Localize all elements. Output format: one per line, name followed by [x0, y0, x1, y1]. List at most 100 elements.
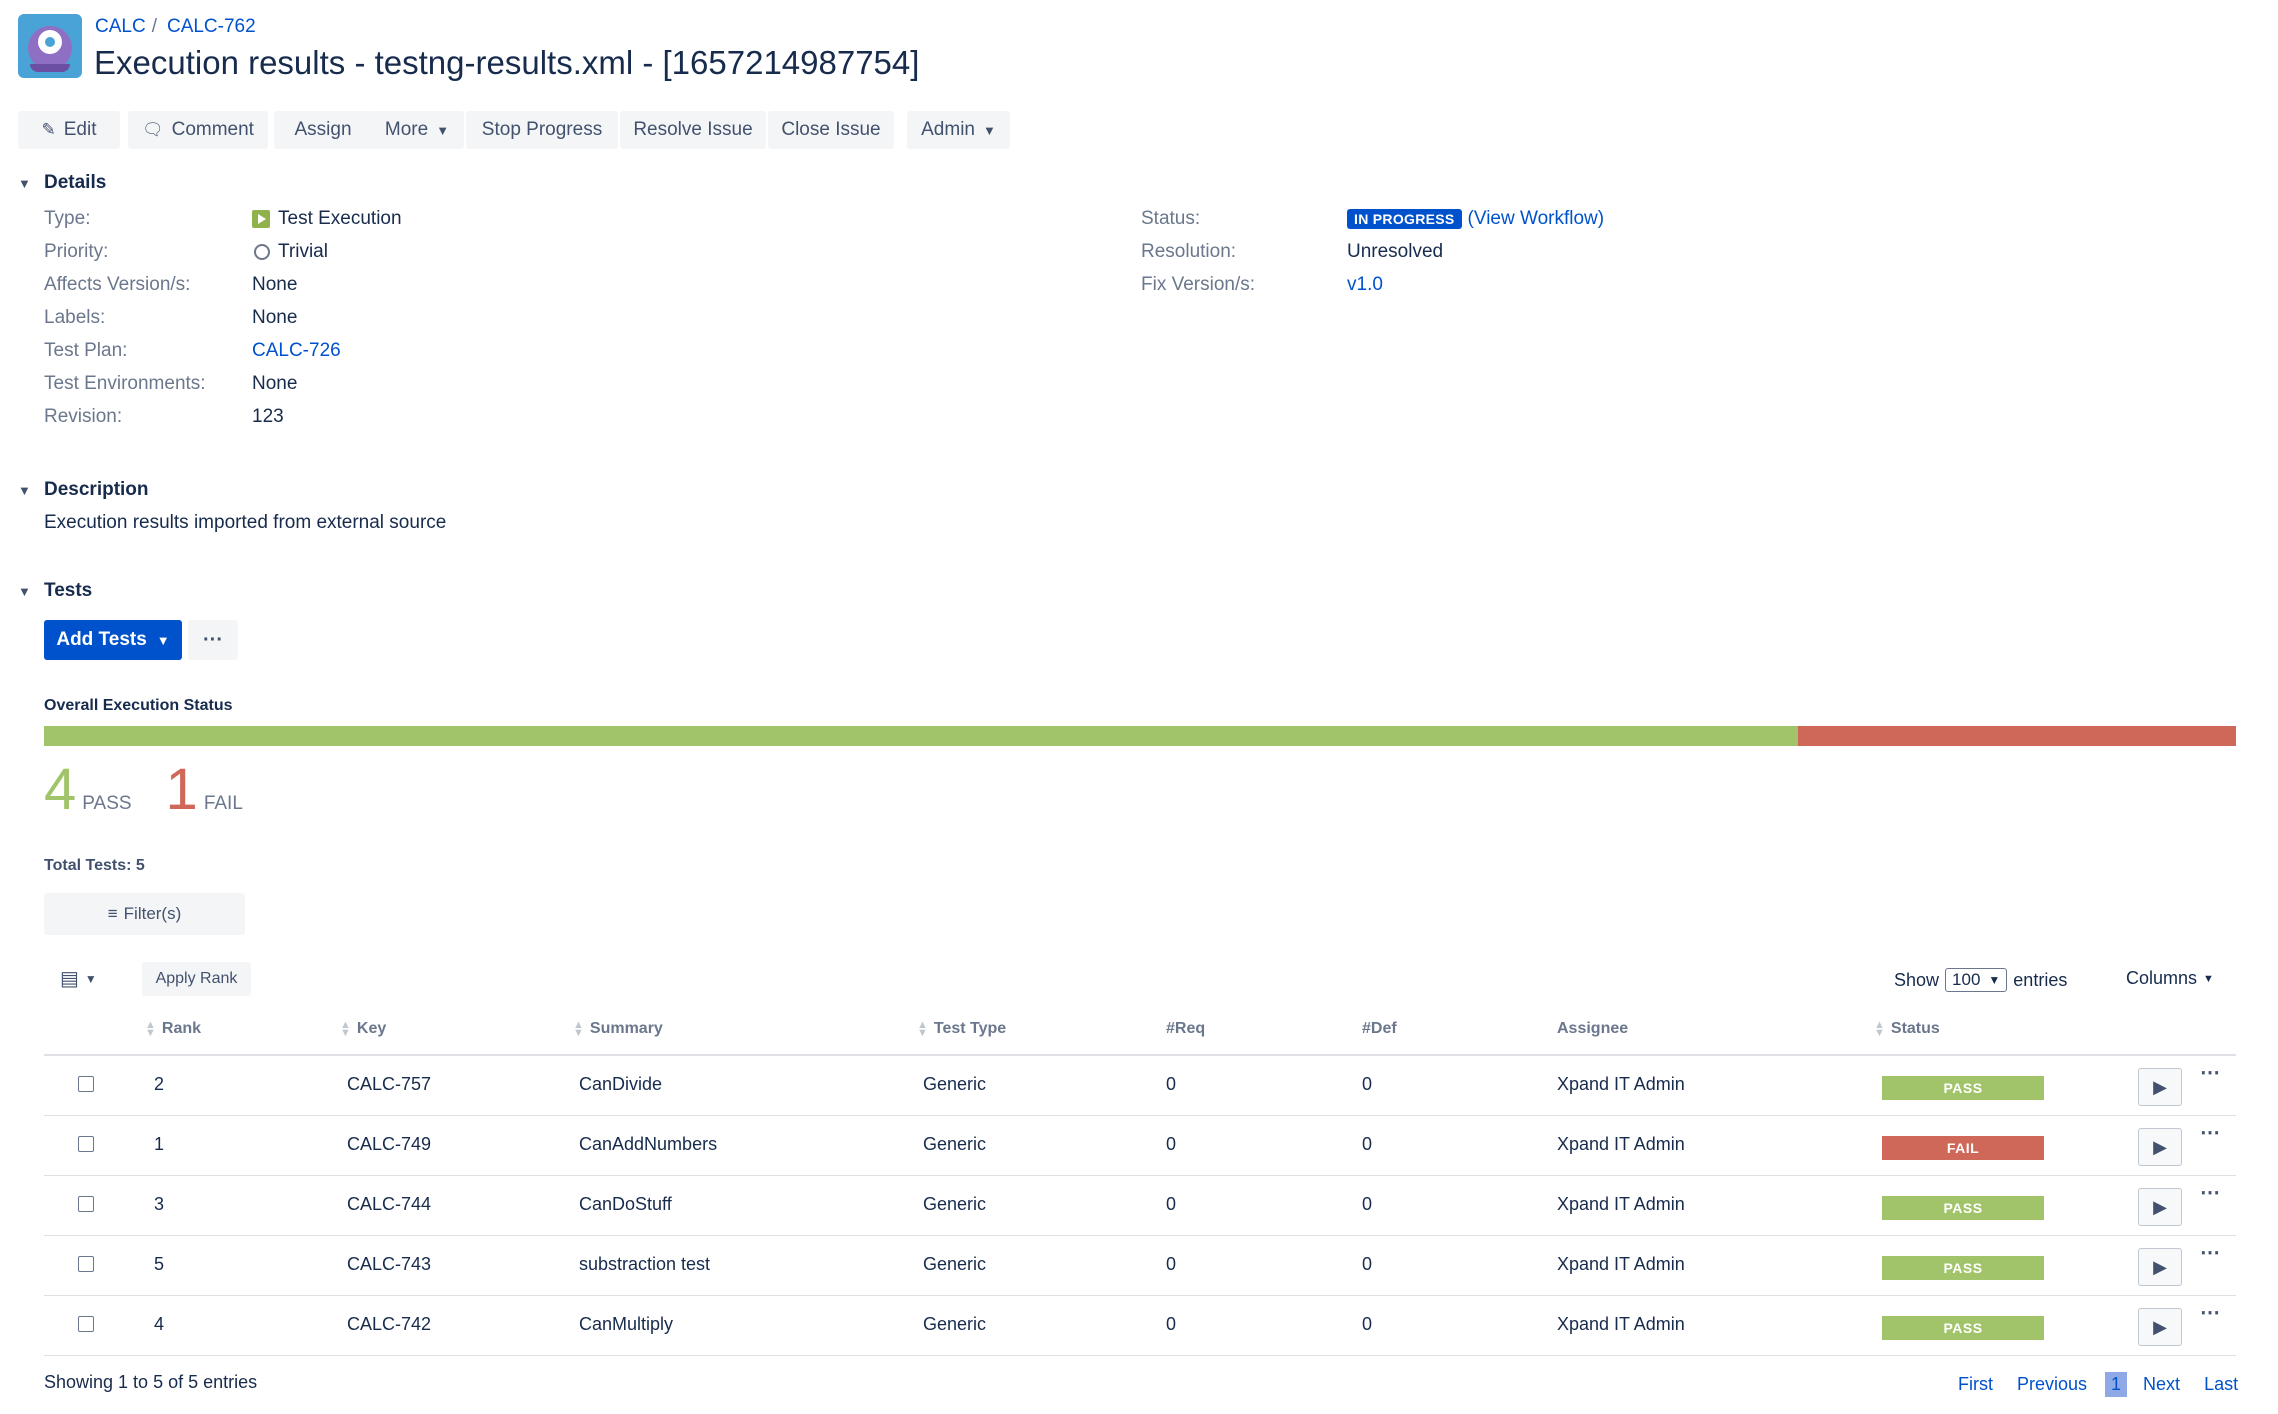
description-section-header[interactable]: ▼ Description: [18, 479, 149, 501]
pager-first[interactable]: First: [1958, 1374, 1993, 1394]
close-issue-button[interactable]: Close Issue: [768, 111, 894, 149]
cell-assignee-link[interactable]: Xpand IT Admin: [1557, 1314, 1685, 1334]
column-picker-button[interactable]: ▤ ▼: [60, 966, 97, 991]
detail-label: Priority:: [44, 241, 109, 262]
tests-more-button[interactable]: ···: [188, 620, 238, 660]
pager-previous[interactable]: Previous: [2017, 1374, 2088, 1394]
cell-rank: 1: [154, 1134, 165, 1154]
row-checkbox[interactable]: [78, 1256, 94, 1272]
cell-summary-link[interactable]: CanDoStuff: [579, 1194, 672, 1214]
breadcrumb-issue-link[interactable]: CALC-762: [166, 16, 256, 37]
details-section-header[interactable]: ▼ Details: [18, 172, 106, 194]
header-assignee[interactable]: Assignee: [1557, 1020, 1629, 1037]
cell-req: 0: [1166, 1254, 1177, 1274]
sort-icon: ▲ ▼: [145, 1019, 156, 1039]
header-summary[interactable]: ▲ ▼ Summary: [573, 1020, 663, 1039]
cell-assignee-link[interactable]: Xpand IT Admin: [1557, 1254, 1685, 1274]
cell-key-link[interactable]: CALC-744: [347, 1194, 432, 1214]
row-checkbox[interactable]: [78, 1316, 94, 1332]
cell-key-link[interactable]: CALC-749: [347, 1134, 432, 1154]
test-plan-link[interactable]: CALC-726: [252, 340, 341, 361]
cell-key-link[interactable]: CALC-742: [347, 1314, 432, 1334]
row-checkbox[interactable]: [78, 1076, 94, 1092]
sort-icon: ▲ ▼: [1874, 1019, 1885, 1039]
more-button[interactable]: More ▼: [370, 111, 464, 149]
header-def[interactable]: #Def: [1362, 1020, 1397, 1037]
columns-menu-button[interactable]: Columns ▼: [2126, 968, 2214, 989]
header-key[interactable]: ▲ ▼ Key: [340, 1020, 386, 1039]
row-checkbox[interactable]: [78, 1136, 94, 1152]
detail-label: Revision:: [44, 406, 123, 427]
assign-button[interactable]: Assign: [274, 111, 372, 149]
tests-section-header[interactable]: ▼ Tests: [18, 580, 92, 602]
cell-assignee-link[interactable]: Xpand IT Admin: [1557, 1194, 1685, 1214]
detail-label: Type:: [44, 208, 91, 229]
play-icon[interactable]: ▶: [2138, 1248, 2182, 1286]
project-avatar-icon[interactable]: [18, 14, 82, 78]
status-badge: PASS: [1882, 1316, 2044, 1340]
row-checkbox[interactable]: [78, 1196, 94, 1212]
cell-assignee-link[interactable]: Xpand IT Admin: [1557, 1074, 1685, 1094]
entries-select[interactable]: 100 ▼: [1945, 968, 2008, 992]
description-text: Execution results imported from external…: [44, 512, 447, 533]
cell-req: 0: [1166, 1074, 1177, 1094]
add-tests-button[interactable]: Add Tests ▼: [44, 620, 182, 660]
header-status[interactable]: ▲ ▼ Status: [1874, 1019, 1940, 1039]
admin-button[interactable]: Admin ▼: [907, 111, 1010, 149]
description-heading: Description: [44, 479, 149, 500]
view-workflow-link[interactable]: View Workflow: [1473, 208, 1598, 229]
comment-button[interactable]: 🗨 Comment: [128, 111, 268, 149]
breadcrumb-project-link[interactable]: CALC: [95, 16, 146, 37]
cell-test-type: Generic: [923, 1254, 987, 1274]
cell-key-link[interactable]: CALC-743: [347, 1254, 432, 1274]
edit-button[interactable]: ✎ Edit: [18, 111, 120, 149]
row-more-icon[interactable]: ⋯: [2200, 1122, 2221, 1144]
detail-value: Trivial: [254, 241, 328, 263]
chevron-down-icon: ▼: [436, 122, 450, 138]
cell-key-link[interactable]: CALC-757: [347, 1074, 432, 1094]
total-tests: Total Tests: 5: [44, 857, 145, 874]
play-icon[interactable]: ▶: [2138, 1128, 2182, 1166]
cell-def: 0: [1362, 1194, 1373, 1214]
stop-progress-button[interactable]: Stop Progress: [466, 111, 618, 149]
chevron-down-icon: ▼: [84, 971, 97, 986]
header-req[interactable]: #Req: [1166, 1020, 1206, 1037]
priority-value: Trivial: [278, 241, 328, 262]
apply-rank-button[interactable]: Apply Rank: [142, 962, 251, 996]
header-label: Summary: [589, 1020, 663, 1037]
pager-next[interactable]: Next: [2143, 1374, 2181, 1394]
row-more-icon[interactable]: ⋯: [2200, 1242, 2221, 1264]
detail-label: Status:: [1141, 208, 1201, 229]
header-rank[interactable]: ▲ ▼ Rank: [145, 1019, 201, 1039]
chevron-down-icon: ▼: [18, 175, 31, 191]
pager-current[interactable]: 1: [2105, 1372, 2128, 1397]
row-more-icon[interactable]: ⋯: [2200, 1182, 2221, 1204]
fix-version-link[interactable]: v1.0: [1347, 274, 1383, 295]
cell-rank: 4: [154, 1314, 165, 1334]
row-more-icon[interactable]: ⋯: [2200, 1062, 2221, 1084]
columns-label: Columns: [2126, 968, 2198, 988]
play-icon[interactable]: ▶: [2138, 1068, 2182, 1106]
filters-button[interactable]: ≡ Filter(s): [44, 893, 245, 935]
play-icon[interactable]: ▶: [2138, 1188, 2182, 1226]
cell-rank: 2: [154, 1074, 165, 1094]
play-icon[interactable]: ▶: [2138, 1308, 2182, 1346]
chevron-down-icon: ▼: [156, 632, 170, 648]
header-test-type[interactable]: ▲ ▼ Test Type: [917, 1020, 1006, 1039]
cell-summary-link[interactable]: substraction test: [579, 1254, 711, 1274]
table-row: 5 CALC-743 substraction test Generic 0 0…: [44, 1236, 2236, 1296]
breadcrumb-separator: /: [151, 16, 157, 37]
pager-last[interactable]: Last: [2204, 1374, 2239, 1394]
filter-icon: ≡: [107, 904, 118, 923]
caret-down-icon: ▼: [2203, 972, 2214, 985]
showing-entries-info: Showing 1 to 5 of 5 entries: [44, 1372, 258, 1392]
cell-summary-link[interactable]: CanAddNumbers: [579, 1134, 718, 1154]
row-more-icon[interactable]: ⋯: [2200, 1302, 2221, 1324]
chevron-down-icon: ▼: [18, 583, 31, 599]
status-badge: FAIL: [1882, 1136, 2044, 1160]
comment-icon: 🗨: [142, 120, 164, 139]
cell-summary-link[interactable]: CanMultiply: [579, 1314, 674, 1334]
resolve-issue-button[interactable]: Resolve Issue: [620, 111, 766, 149]
cell-summary-link[interactable]: CanDivide: [579, 1074, 663, 1094]
cell-assignee-link[interactable]: Xpand IT Admin: [1557, 1134, 1685, 1154]
